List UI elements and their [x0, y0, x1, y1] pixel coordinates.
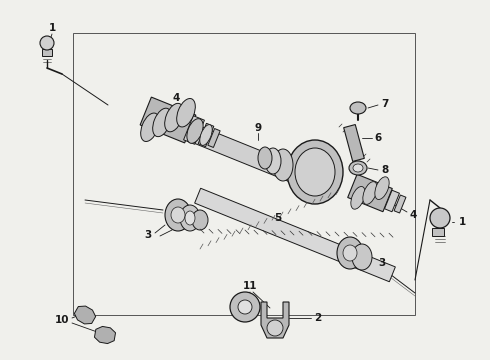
Ellipse shape — [375, 177, 389, 199]
Ellipse shape — [430, 208, 450, 228]
Ellipse shape — [177, 99, 196, 127]
Ellipse shape — [287, 140, 343, 204]
Polygon shape — [198, 123, 214, 147]
Polygon shape — [184, 116, 204, 144]
Ellipse shape — [165, 199, 191, 231]
Text: 1: 1 — [49, 23, 56, 33]
Ellipse shape — [153, 108, 172, 137]
Ellipse shape — [258, 147, 272, 169]
Text: 2: 2 — [315, 313, 321, 323]
Ellipse shape — [141, 113, 159, 141]
Text: 4: 4 — [172, 93, 180, 103]
Ellipse shape — [363, 182, 377, 204]
Ellipse shape — [337, 237, 363, 269]
Ellipse shape — [185, 211, 195, 225]
Text: 3: 3 — [145, 230, 151, 240]
Ellipse shape — [192, 210, 208, 230]
Ellipse shape — [349, 161, 367, 175]
Ellipse shape — [40, 36, 54, 50]
Ellipse shape — [171, 207, 185, 223]
Ellipse shape — [273, 149, 293, 181]
Ellipse shape — [343, 245, 357, 261]
Polygon shape — [155, 111, 305, 185]
Text: 5: 5 — [274, 213, 282, 223]
Text: 7: 7 — [381, 99, 389, 109]
Ellipse shape — [180, 205, 200, 231]
Text: 11: 11 — [243, 281, 257, 291]
Polygon shape — [385, 190, 399, 212]
Polygon shape — [208, 129, 220, 148]
Polygon shape — [348, 174, 392, 212]
Ellipse shape — [350, 102, 366, 114]
Ellipse shape — [200, 125, 212, 145]
Text: 3: 3 — [378, 258, 386, 268]
Text: 9: 9 — [254, 123, 262, 133]
Ellipse shape — [165, 103, 183, 132]
Polygon shape — [394, 195, 406, 213]
Bar — [73, 33, 415, 315]
Polygon shape — [140, 97, 196, 143]
Ellipse shape — [230, 292, 260, 322]
Ellipse shape — [352, 244, 372, 270]
Ellipse shape — [187, 119, 203, 143]
Ellipse shape — [295, 148, 335, 196]
Text: 6: 6 — [374, 133, 382, 143]
Polygon shape — [74, 306, 96, 324]
Ellipse shape — [265, 148, 281, 174]
Ellipse shape — [351, 186, 365, 209]
Polygon shape — [42, 49, 52, 55]
Polygon shape — [95, 327, 116, 343]
Text: 1: 1 — [458, 217, 466, 227]
Text: 8: 8 — [381, 165, 389, 175]
Ellipse shape — [267, 320, 283, 336]
Ellipse shape — [353, 164, 363, 172]
Polygon shape — [343, 125, 365, 161]
Polygon shape — [195, 188, 395, 282]
Polygon shape — [261, 302, 289, 338]
Polygon shape — [432, 228, 444, 236]
Ellipse shape — [238, 300, 252, 314]
Text: 10: 10 — [55, 315, 69, 325]
Text: 4: 4 — [409, 210, 416, 220]
